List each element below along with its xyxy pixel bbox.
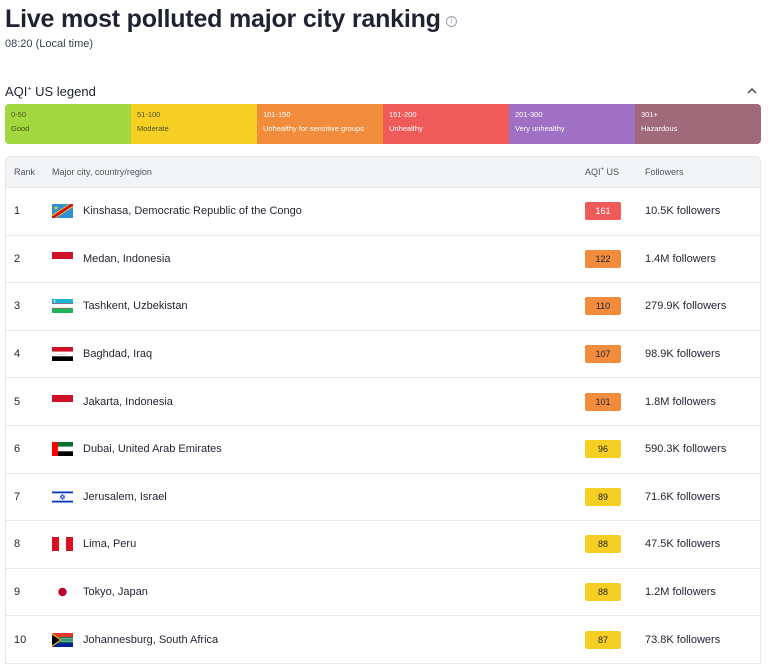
table-row[interactable]: 9 Tokyo, Japan 88 1.2M followers	[6, 569, 760, 617]
legend-header[interactable]: AQI+ US legend	[5, 83, 761, 99]
legend-segment-unhealthy-sensitive: 101-150 Unhealthy for sensitive groups	[257, 104, 383, 144]
chevron-up-icon[interactable]	[746, 85, 758, 97]
followers-cell: 73.8K followers	[645, 633, 721, 646]
followers-cell: 1.4M followers	[645, 252, 716, 265]
table-row[interactable]: 2 Medan, Indonesia 122 1.4M followers	[6, 236, 760, 284]
legend-segment-hazardous: 301+ Hazardous	[635, 104, 761, 144]
followers-cell: 590.3K followers	[645, 443, 727, 456]
aqi-legend-bar: 0-50 Good 51-100 Moderate 101-150 Unhealthy…	[5, 104, 761, 144]
ranking-table: Rank Major city, country/region AQI+ US …	[5, 156, 761, 664]
header-aqi: AQI+ US	[585, 167, 620, 177]
table-row[interactable]: 4 ~~~ Baghdad, Iraq 107 98.9K followers	[6, 331, 760, 379]
pe-flag-icon	[52, 537, 73, 552]
aqi-badge: 87	[585, 630, 621, 649]
followers-cell: 98.9K followers	[645, 348, 721, 361]
legend-segment-very-unhealthy: 201-300 Very unhealthy	[509, 104, 635, 144]
jp-flag-icon	[52, 585, 73, 600]
rank-cell: 10	[14, 633, 27, 646]
table-row[interactable]: 8 Lima, Peru 88 47.5K followers	[6, 521, 760, 569]
aqi-badge: 161	[585, 202, 621, 221]
legend-segment-unhealthy: 151-200 Unhealthy	[383, 104, 509, 144]
table-row[interactable]: 7 Jerusalem, Israel 89 71.6K followers	[6, 474, 760, 522]
aqi-badge: 101	[585, 392, 621, 411]
city-link[interactable]: Tokyo, Japan	[83, 586, 148, 599]
city-link[interactable]: Baghdad, Iraq	[83, 348, 153, 361]
za-flag-icon	[52, 632, 73, 647]
aqi-badge: 110	[585, 297, 621, 316]
rank-cell: 2	[14, 252, 21, 265]
rank-cell: 6	[14, 443, 21, 456]
uz-flag-icon	[52, 299, 73, 314]
legend-title: AQI+ US legend	[5, 83, 96, 99]
cd-flag-icon	[52, 204, 73, 219]
followers-cell: 1.8M followers	[645, 395, 716, 408]
rank-cell: 8	[14, 538, 21, 551]
followers-cell: 71.6K followers	[645, 490, 721, 503]
city-link[interactable]: Tashkent, Uzbekistan	[83, 300, 188, 313]
followers-cell: 279.9K followers	[645, 300, 727, 313]
id-flag-icon	[52, 394, 73, 409]
followers-cell: 1.2M followers	[645, 586, 716, 599]
legend-segment-good: 0-50 Good	[5, 104, 131, 144]
city-link[interactable]: Kinshasa, Democratic Republic of the Con…	[83, 205, 302, 218]
aqi-badge: 88	[585, 535, 621, 554]
city-link[interactable]: Jerusalem, Israel	[83, 490, 167, 503]
legend-segment-moderate: 51-100 Moderate	[131, 104, 257, 144]
il-flag-icon	[52, 489, 73, 504]
table-header: Rank Major city, country/region AQI+ US …	[6, 157, 760, 188]
city-link[interactable]: Lima, Peru	[83, 538, 137, 551]
aqi-badge: 107	[585, 345, 621, 364]
city-link[interactable]: Johannesburg, South Africa	[83, 633, 219, 646]
info-icon[interactable]: i	[445, 15, 457, 27]
rank-cell: 3	[14, 300, 21, 313]
followers-cell: 47.5K followers	[645, 538, 721, 551]
aqi-badge: 96	[585, 440, 621, 459]
table-row[interactable]: 6 Dubai, United Arab Emirates 96 590.3K fol…	[6, 426, 760, 474]
aqi-badge: 88	[585, 583, 621, 602]
local-time: 08:20 (Local time)	[5, 38, 94, 50]
rank-cell: 4	[14, 348, 21, 361]
svg-text:~~~: ~~~	[58, 352, 67, 356]
header-followers: Followers	[645, 167, 684, 177]
rank-cell: 1	[14, 205, 21, 218]
title-row: Live most polluted major city ranking i	[5, 4, 457, 34]
table-row[interactable]: 3 Tashkent, Uzbekistan 110 279.9K followers	[6, 283, 760, 331]
city-link[interactable]: Jakarta, Indonesia	[83, 395, 173, 408]
table-row[interactable]: 5 Jakarta, Indonesia 101 1.8M followers	[6, 378, 760, 426]
aqi-badge: 122	[585, 249, 621, 268]
followers-cell: 10.5K followers	[645, 205, 721, 218]
page-title: Live most polluted major city ranking	[5, 5, 441, 33]
rank-cell: 7	[14, 490, 21, 503]
header-rank: Rank	[14, 167, 36, 177]
table-row[interactable]: 10 Johannesburg, South Africa 87 73.8K foll…	[6, 616, 760, 664]
id-flag-icon	[52, 251, 73, 266]
city-link[interactable]: Medan, Indonesia	[83, 252, 171, 265]
table-row[interactable]: 1 Kinshasa, Democratic Republic of the Co…	[6, 188, 760, 236]
rank-cell: 5	[14, 395, 21, 408]
ae-flag-icon	[52, 442, 73, 457]
header-city: Major city, country/region	[52, 167, 152, 177]
iq-flag-icon: ~~~	[52, 347, 73, 362]
rank-cell: 9	[14, 586, 21, 599]
aqi-badge: 89	[585, 487, 621, 506]
city-link[interactable]: Dubai, United Arab Emirates	[83, 443, 222, 456]
